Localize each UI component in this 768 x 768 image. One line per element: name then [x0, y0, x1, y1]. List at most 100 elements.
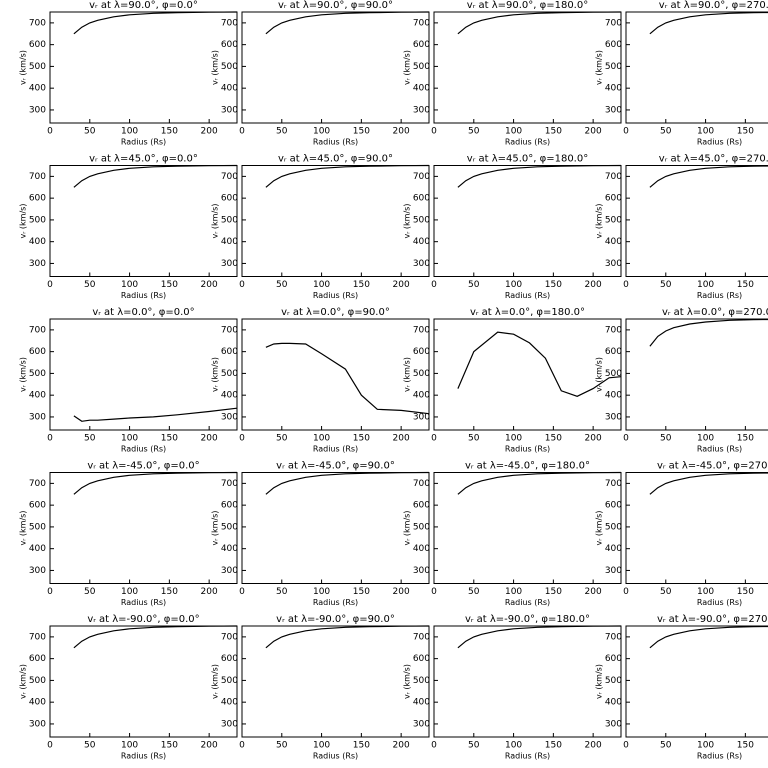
x-tick-label: 50: [468, 587, 480, 597]
plot-frame: [625, 318, 768, 431]
data-line: [457, 11, 622, 35]
plot-frame: [625, 165, 768, 277]
y-axis-label: vᵣ (km/s): [19, 50, 28, 85]
y-tick-label: 500: [605, 676, 622, 686]
chart-title: vᵣ at λ=-90.0°, φ=270.0°: [657, 614, 768, 625]
y-axis-label: vᵣ (km/s): [403, 50, 412, 85]
x-axis-label: Radius (Rs): [697, 291, 742, 300]
x-tick-label: 150: [161, 127, 178, 137]
data-line: [649, 165, 768, 188]
y-tick-label: 400: [605, 698, 622, 708]
x-tick-label: 0: [623, 127, 629, 137]
y-tick-label: 600: [29, 40, 46, 50]
y-tick-label: 300: [221, 105, 238, 115]
y-tick-label: 500: [413, 215, 430, 225]
x-tick-label: 50: [468, 741, 480, 751]
y-tick-label: 400: [605, 544, 622, 554]
panel: vᵣ at λ=-45.0°, φ=180.0° 0 50 100 150 200 300 4…: [403, 461, 622, 607]
data-line: [73, 11, 238, 35]
plot-frame: [241, 11, 430, 124]
y-tick-label: 500: [413, 676, 430, 686]
x-tick-label: 0: [623, 434, 629, 444]
x-tick-label: 100: [121, 741, 138, 751]
panel: vᵣ at λ=-45.0°, φ=270.0°0501001502003004…: [595, 461, 768, 607]
y-tick-label: 400: [605, 391, 622, 401]
y-tick-label: 400: [221, 237, 238, 247]
y-tick-label: 400: [221, 84, 238, 94]
y-tick-label: 400: [605, 237, 622, 247]
x-axis-label: Radius (Rs): [313, 138, 358, 147]
y-tick-label: 300: [605, 259, 622, 269]
x-axis-label: Radius (Rs): [505, 752, 550, 761]
y-tick-label: 300: [29, 259, 46, 269]
y-tick-label: 300: [413, 412, 430, 422]
panel: vᵣ at λ=0.0°, φ=180.0° 0 50 100 150 200 300 400…: [403, 307, 622, 454]
chart-title: vᵣ at λ=90.0°, φ=0.0°: [89, 0, 198, 11]
y-axis-label: vᵣ (km/s): [403, 664, 412, 699]
data-line: [457, 164, 622, 188]
y-tick-label: 600: [29, 501, 46, 511]
plot-frame: [241, 165, 430, 277]
x-tick-label: 100: [697, 127, 714, 137]
x-tick-label: 50: [276, 741, 288, 751]
plot-frame: [625, 625, 768, 738]
y-tick-label: 500: [413, 522, 430, 532]
data-line: [73, 471, 238, 495]
y-tick-label: 700: [413, 172, 430, 182]
y-tick-label: 700: [29, 325, 46, 335]
y-axis-label: vᵣ (km/s): [595, 664, 604, 699]
y-tick-label: 400: [29, 391, 46, 401]
y-tick-label: 500: [221, 215, 238, 225]
y-tick-label: 700: [605, 172, 622, 182]
x-tick-label: 50: [468, 434, 480, 444]
plot-frame: [241, 472, 430, 584]
x-tick-label: 100: [697, 434, 714, 444]
x-tick-label: 50: [84, 587, 96, 597]
panel: vᵣ at λ=-45.0°, φ=0.0° 0 50 100 150 200 300 400…: [19, 461, 238, 607]
y-tick-label: 700: [29, 18, 46, 28]
x-tick-label: 0: [239, 741, 245, 751]
y-tick-label: 300: [221, 566, 238, 576]
y-tick-label: 600: [29, 194, 46, 204]
y-tick-label: 600: [221, 501, 238, 511]
y-tick-label: 600: [605, 40, 622, 50]
plot-frame: [241, 625, 430, 738]
x-tick-label: 150: [737, 434, 754, 444]
panel: vᵣ at λ=-90.0°, φ=90.0° 0 50 100 150 200 300 40…: [211, 614, 430, 761]
x-tick-label: 150: [161, 741, 178, 751]
x-tick-label: 200: [393, 587, 410, 597]
y-tick-label: 400: [29, 237, 46, 247]
y-tick-label: 700: [221, 325, 238, 335]
y-tick-label: 300: [413, 566, 430, 576]
y-tick-label: 700: [605, 325, 622, 335]
x-tick-label: 100: [697, 280, 714, 290]
x-tick-label: 150: [545, 127, 562, 137]
x-tick-label: 100: [697, 587, 714, 597]
y-tick-label: 500: [29, 522, 46, 532]
data-line: [649, 318, 768, 347]
x-tick-label: 100: [313, 127, 330, 137]
x-tick-label: 50: [660, 127, 672, 137]
x-tick-label: 100: [313, 587, 330, 597]
x-tick-label: 0: [47, 434, 53, 444]
y-tick-label: 500: [221, 522, 238, 532]
y-tick-label: 400: [605, 84, 622, 94]
plot-frame: [625, 11, 768, 124]
x-tick-label: 200: [585, 434, 602, 444]
x-tick-label: 0: [47, 127, 53, 137]
x-tick-label: 100: [697, 741, 714, 751]
y-tick-label: 700: [221, 172, 238, 182]
x-tick-label: 100: [121, 127, 138, 137]
x-tick-label: 100: [313, 434, 330, 444]
x-axis-label: Radius (Rs): [505, 291, 550, 300]
data-line: [457, 331, 622, 397]
chart-title: vᵣ at λ=0.0°, φ=0.0°: [92, 307, 194, 318]
y-axis-label: vᵣ (km/s): [595, 357, 604, 392]
y-tick-label: 300: [605, 412, 622, 422]
x-tick-label: 100: [505, 434, 522, 444]
y-tick-label: 300: [221, 719, 238, 729]
y-tick-label: 300: [413, 719, 430, 729]
panel: vᵣ at λ=-90.0°, φ=270.0°0501001502003004…: [595, 614, 768, 761]
x-axis-label: Radius (Rs): [505, 598, 550, 607]
